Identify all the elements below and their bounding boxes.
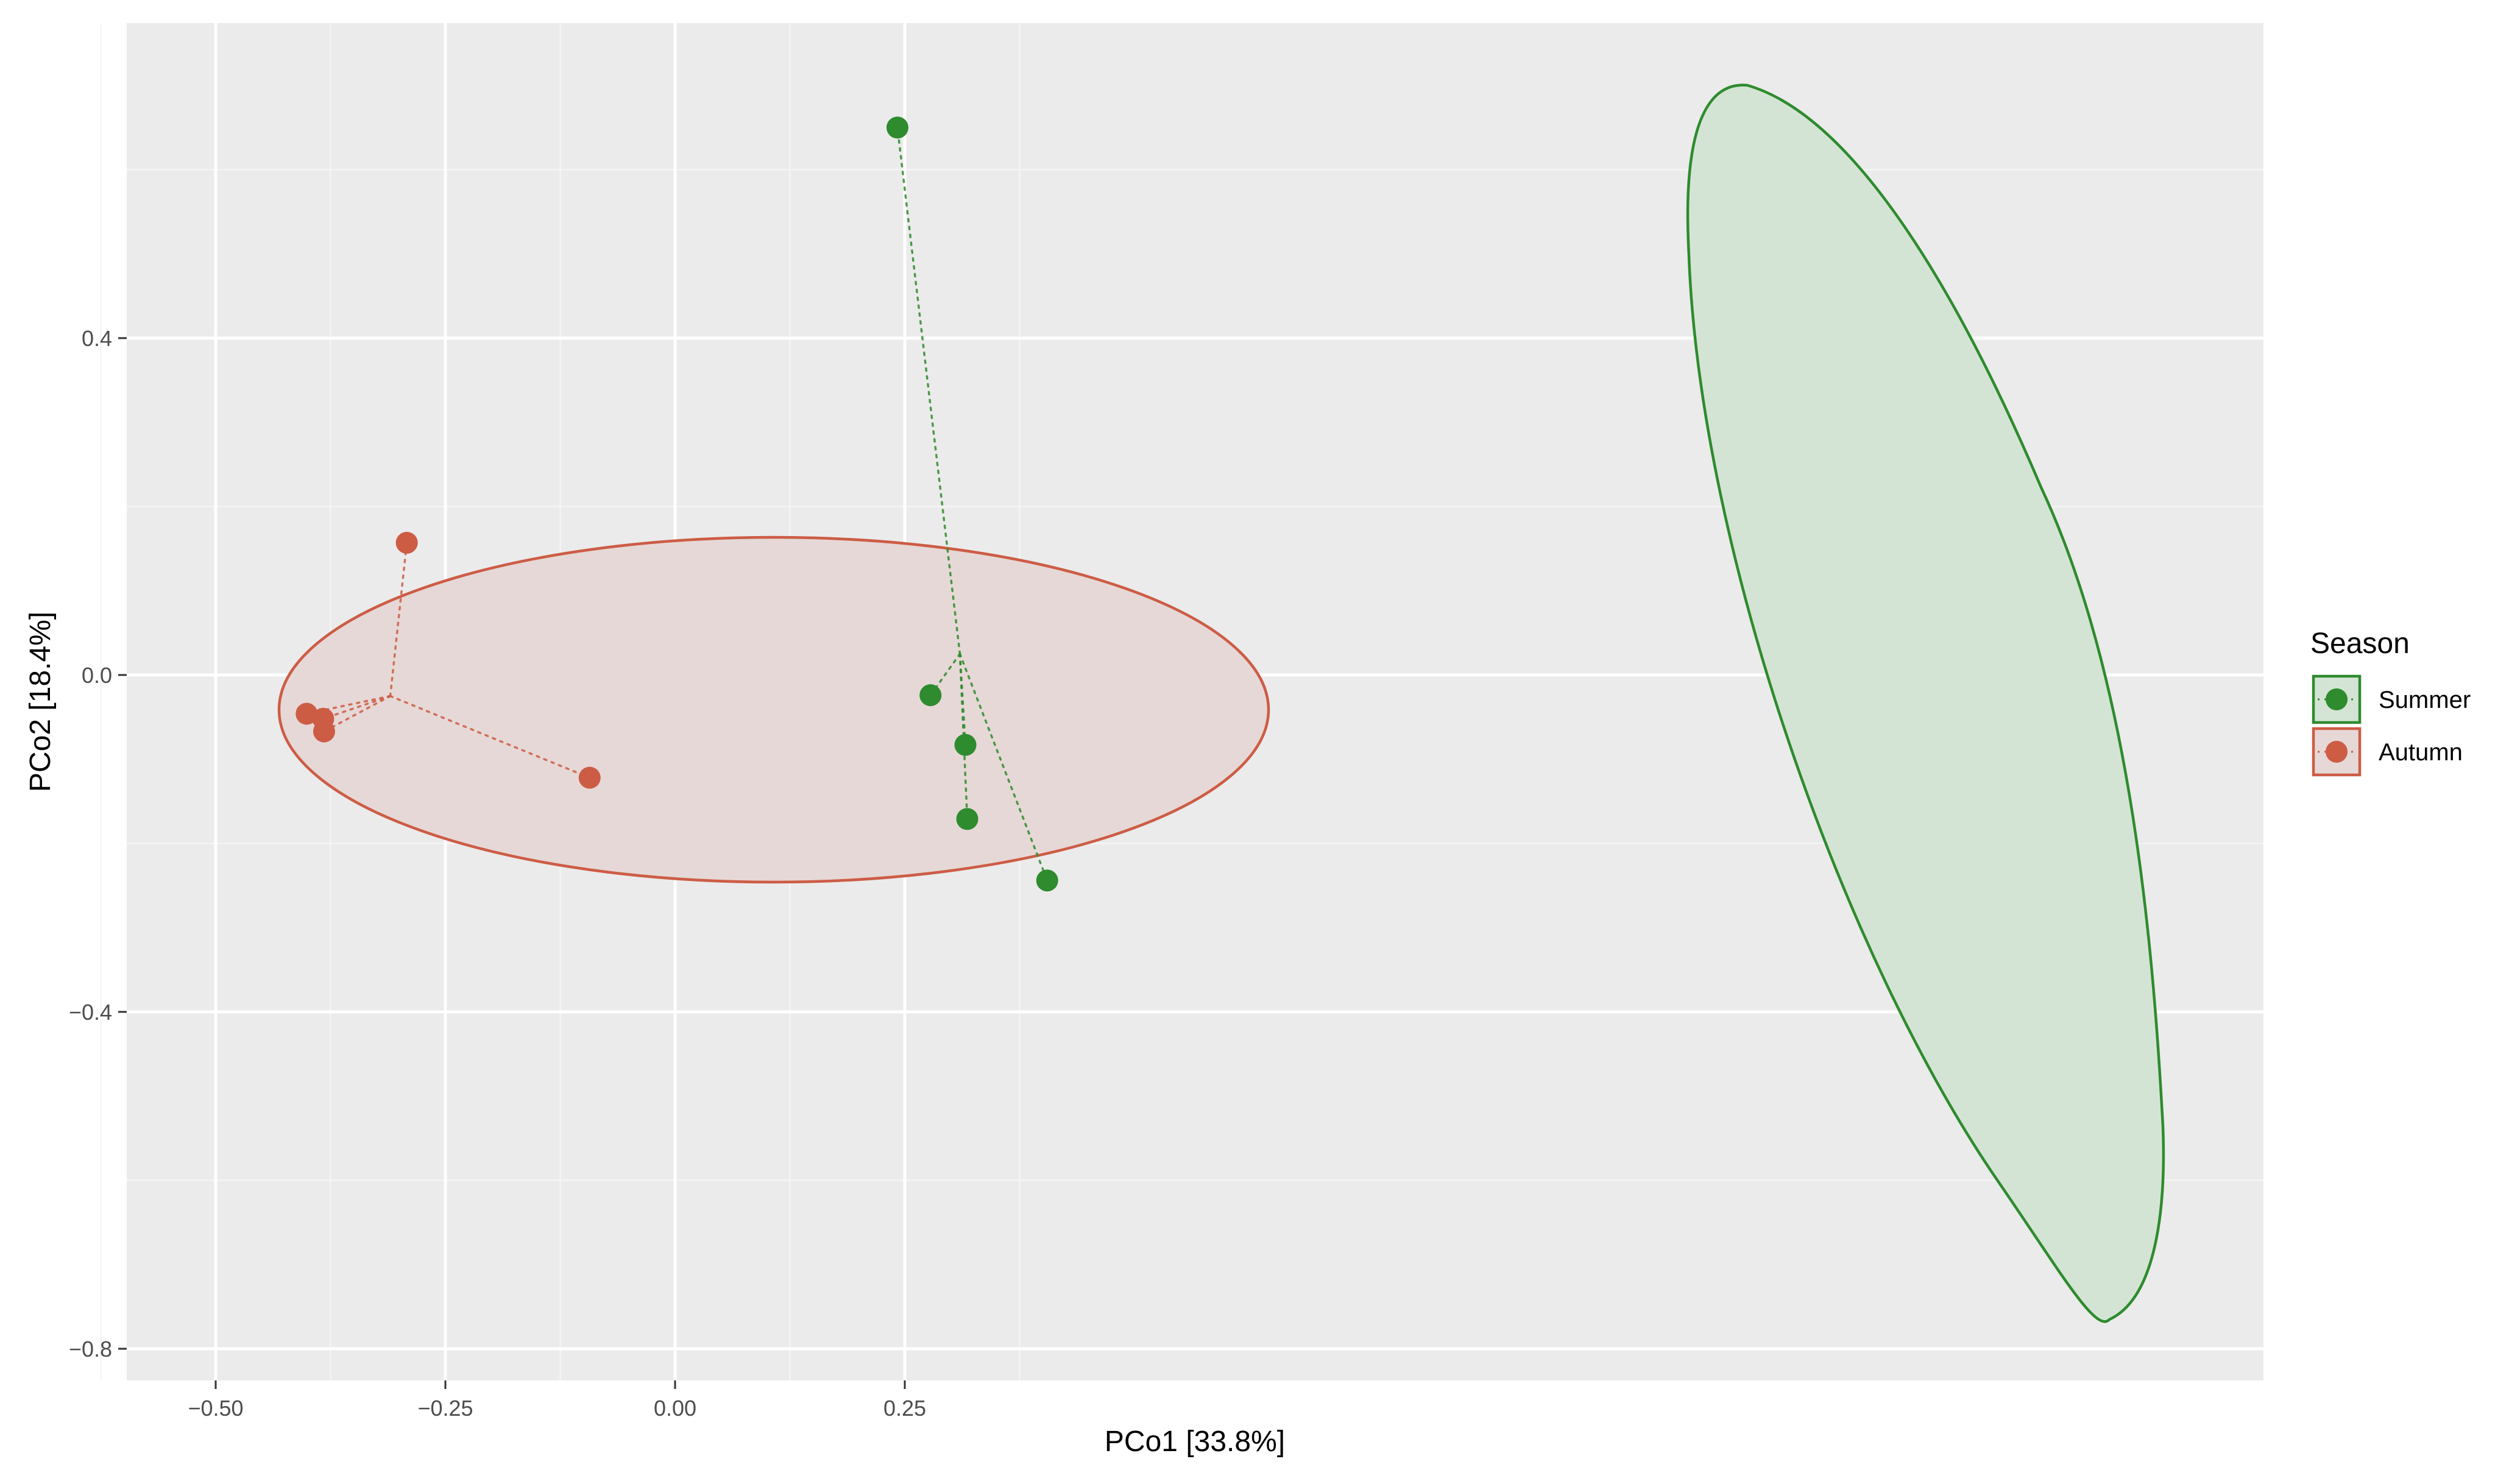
- y-axis: 0.4 0.0 −0.4 −0.8: [69, 326, 127, 1362]
- x-axis: −0.50 −0.25 0.00 0.25: [188, 1380, 926, 1421]
- summer-ellipse: [1686, 83, 2165, 1323]
- autumn-point: [578, 766, 601, 789]
- autumn-point: [296, 702, 318, 725]
- spider-line: [896, 126, 961, 655]
- legend-label-autumn: Autumn: [2379, 739, 2463, 766]
- summer-point: [956, 808, 979, 830]
- autumn-point: [395, 531, 418, 554]
- summer-point: [919, 684, 942, 707]
- autumn-ellipse: [277, 535, 1270, 884]
- y-tick-label: −0.4: [69, 1000, 112, 1025]
- y-tick-label: −0.8: [69, 1337, 112, 1362]
- legend-key-point: [2326, 741, 2348, 763]
- legend-label-summer: Summer: [2379, 687, 2471, 713]
- legend: Season Summer Autumn: [2310, 627, 2471, 777]
- summer-point: [1036, 869, 1058, 892]
- legend-key-point: [2326, 688, 2348, 710]
- x-tick-label: 0.00: [654, 1396, 696, 1421]
- y-tick-label: 0.4: [82, 326, 112, 351]
- data-points: [296, 116, 1058, 892]
- x-tick-label: −0.50: [188, 1396, 243, 1421]
- spider-line: [389, 542, 408, 698]
- y-tick-label: 0.0: [82, 663, 112, 688]
- autumn-point: [313, 720, 335, 743]
- ellipses: [277, 83, 2165, 1323]
- y-axis-title: PCo2 [18.4%]: [24, 612, 57, 792]
- legend-title: Season: [2310, 627, 2410, 660]
- x-axis-title: PCo1 [33.8%]: [1105, 1426, 1285, 1458]
- spider-line: [958, 652, 1049, 882]
- x-tick-label: −0.25: [417, 1396, 473, 1421]
- summer-point: [954, 733, 977, 756]
- summer-point: [886, 116, 908, 139]
- spider-line: [323, 694, 392, 733]
- x-tick-label: 0.25: [883, 1396, 926, 1421]
